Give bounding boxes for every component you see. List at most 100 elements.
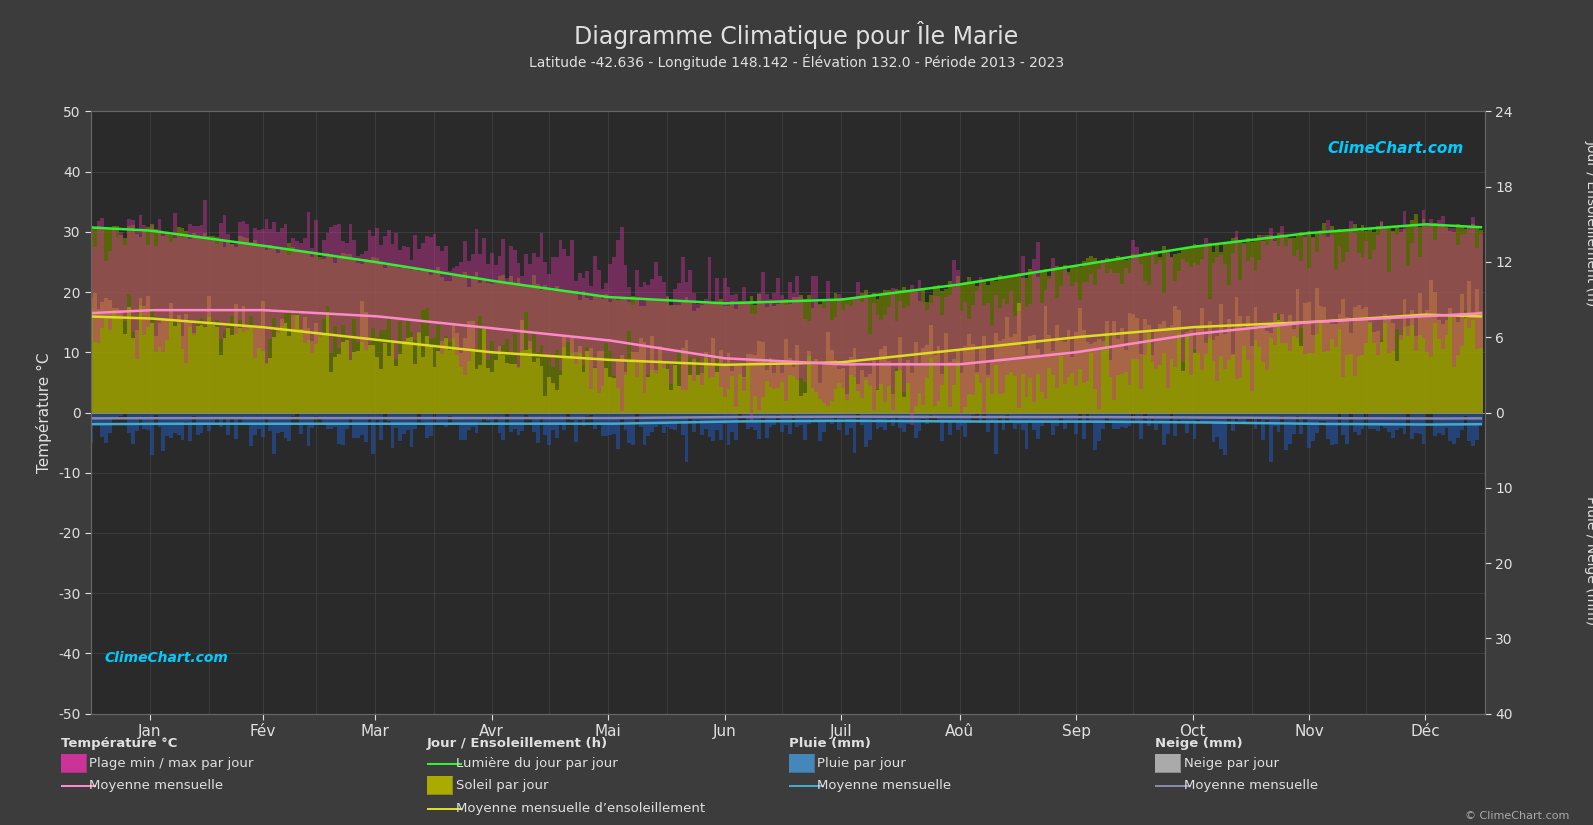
Bar	[1238, 412, 1243, 414]
Bar	[1352, 412, 1357, 413]
Bar	[1402, 412, 1407, 434]
Bar	[1257, 329, 1262, 412]
Bar	[513, 250, 516, 334]
Bar	[1445, 227, 1448, 412]
Bar	[811, 412, 814, 414]
Bar	[242, 237, 245, 412]
Bar	[1273, 236, 1276, 345]
Bar	[784, 304, 789, 401]
Bar	[910, 412, 914, 413]
Bar	[757, 295, 761, 412]
Bar	[497, 257, 502, 351]
Bar	[425, 269, 429, 412]
Bar	[1051, 412, 1055, 435]
Bar	[680, 300, 685, 412]
Bar	[868, 333, 871, 385]
Bar	[1333, 412, 1338, 413]
Bar	[715, 304, 718, 412]
Bar	[1415, 412, 1418, 433]
Bar	[863, 293, 868, 380]
Bar	[1246, 412, 1251, 418]
Bar	[647, 376, 650, 412]
Bar	[483, 412, 486, 413]
Bar	[196, 412, 199, 435]
Bar	[742, 302, 746, 412]
Bar	[906, 412, 910, 413]
Bar	[918, 412, 921, 414]
Bar	[696, 375, 699, 412]
Bar	[1029, 412, 1032, 422]
Bar	[742, 377, 746, 412]
Bar	[975, 290, 978, 375]
Bar	[491, 284, 494, 412]
Bar	[1207, 322, 1212, 412]
Bar	[1448, 229, 1453, 316]
Bar	[890, 412, 895, 426]
Bar	[123, 334, 127, 412]
Bar	[1464, 318, 1467, 412]
Bar	[226, 328, 231, 412]
Bar	[180, 336, 185, 412]
Bar	[1459, 227, 1464, 412]
Bar	[546, 290, 551, 412]
Bar	[292, 412, 295, 414]
Bar	[303, 238, 306, 343]
Bar	[459, 353, 464, 412]
Bar	[1402, 299, 1407, 412]
Bar	[776, 304, 781, 412]
Bar	[456, 275, 459, 412]
Bar	[452, 268, 456, 337]
Bar	[628, 412, 631, 413]
Bar	[1346, 229, 1349, 412]
Bar	[292, 247, 295, 412]
Bar	[1029, 304, 1032, 378]
Bar	[1219, 304, 1223, 412]
Bar	[1262, 328, 1265, 412]
Bar	[467, 262, 472, 361]
Bar	[750, 412, 753, 427]
Bar	[674, 289, 677, 361]
Bar	[929, 303, 933, 358]
Bar	[784, 299, 789, 412]
Bar	[964, 412, 967, 413]
Bar	[1013, 412, 1016, 429]
Bar	[1376, 412, 1380, 431]
Bar	[991, 325, 994, 394]
Bar	[926, 303, 929, 412]
Bar	[139, 412, 142, 414]
Bar	[1368, 323, 1372, 412]
Bar	[1123, 412, 1128, 413]
Bar	[261, 412, 264, 413]
Bar	[991, 412, 994, 414]
Bar	[516, 263, 521, 368]
Bar	[887, 290, 890, 412]
Bar	[769, 302, 773, 412]
Bar	[234, 412, 237, 413]
Bar	[1112, 412, 1117, 429]
Bar	[155, 246, 158, 352]
Bar	[1212, 252, 1215, 412]
Bar	[349, 254, 352, 412]
Bar	[1016, 412, 1021, 413]
Bar	[177, 315, 180, 412]
Bar	[1161, 412, 1166, 446]
Bar	[1372, 250, 1376, 343]
Bar	[1212, 412, 1215, 442]
Bar	[559, 240, 562, 370]
Bar	[945, 333, 948, 412]
Bar	[860, 293, 863, 412]
Bar	[906, 361, 910, 412]
Bar	[1281, 412, 1284, 413]
Bar	[363, 412, 368, 442]
Bar	[680, 348, 685, 412]
Bar	[1085, 342, 1090, 412]
Bar	[964, 346, 967, 412]
Bar	[1383, 229, 1388, 323]
Bar	[150, 323, 155, 412]
Bar	[261, 301, 264, 412]
Bar	[249, 242, 253, 316]
Bar	[616, 412, 620, 449]
Text: Moyenne mensuelle d’ensoleillement: Moyenne mensuelle d’ensoleillement	[456, 802, 704, 815]
Bar	[231, 244, 234, 316]
Bar	[860, 302, 863, 398]
